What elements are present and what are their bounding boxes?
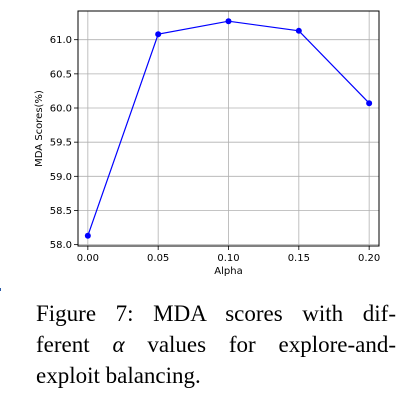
y-ticks: 58.0 58.5 59.0 59.5 60.0 60.5 61.0 — [50, 35, 78, 251]
caption-line-3: exploit balancing. — [36, 363, 201, 388]
y-tick-label: 58.0 — [50, 240, 72, 251]
x-tick-label: 0.10 — [217, 253, 239, 264]
data-point — [155, 31, 162, 38]
y-tick-label: 60.5 — [50, 69, 72, 80]
chart: 58.0 58.5 59.0 59.5 60.0 60.5 61.0 0.00 0.05 0.1… — [34, 10, 380, 277]
caption-line-2-end: values for explore-and- — [124, 332, 396, 357]
data-point — [366, 100, 373, 107]
series-points — [84, 18, 373, 239]
data-point — [84, 232, 91, 239]
grid-lines — [78, 11, 379, 246]
data-point — [295, 27, 302, 34]
x-tick-label: 0.05 — [147, 253, 169, 264]
y-tick-label: 59.0 — [50, 172, 72, 183]
y-tick-label: 59.5 — [50, 138, 72, 149]
left-edge-mark — [0, 288, 1, 291]
x-axis-label: Alpha — [214, 266, 242, 277]
x-ticks: 0.00 0.05 0.10 0.15 0.20 — [77, 246, 380, 264]
caption-line-2-start: ferent — [36, 332, 113, 357]
y-tick-label: 61.0 — [50, 35, 72, 46]
y-tick-label: 58.5 — [50, 206, 72, 217]
data-point — [225, 18, 232, 25]
x-tick-label: 0.00 — [77, 253, 99, 264]
caption-line-2: ferent α values for explore-and- — [36, 329, 396, 360]
y-axis-label: MDA Scores(%) — [34, 90, 45, 167]
x-tick-label: 0.20 — [358, 253, 380, 264]
x-tick-label: 0.15 — [288, 253, 310, 264]
y-tick-label: 60.0 — [50, 104, 72, 115]
caption-line-1: Figure 7: MDA scores with dif- — [36, 301, 396, 326]
alpha-symbol: α — [112, 332, 125, 357]
plot-frame — [77, 10, 380, 247]
figure-caption: Figure 7: MDA scores with dif- ferent α … — [36, 298, 396, 391]
